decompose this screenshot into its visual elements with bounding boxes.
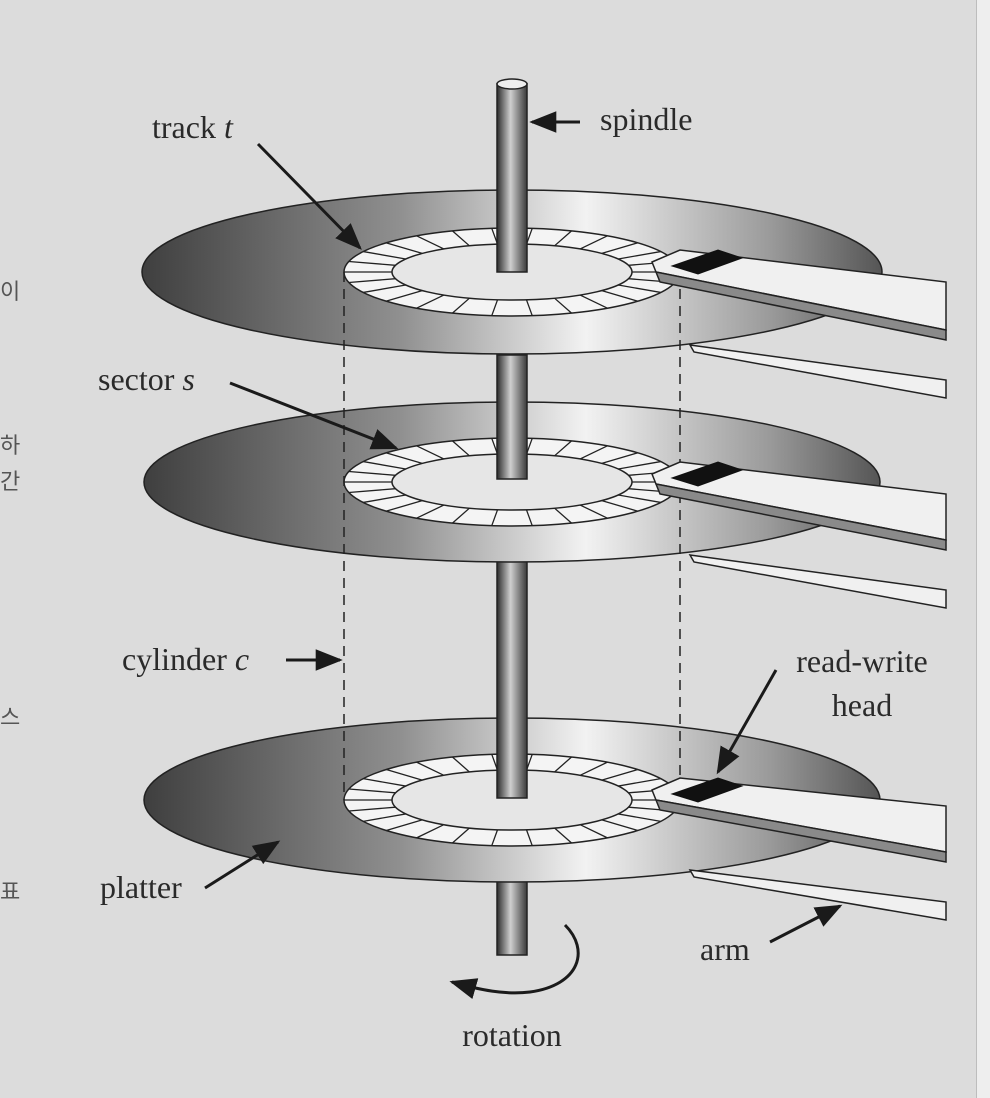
sector-divider <box>525 829 533 846</box>
sector-divider <box>386 819 423 832</box>
rotation-label: rotation <box>462 1017 562 1053</box>
scrollbar-rail[interactable] <box>976 0 990 1098</box>
cylinder-dashes <box>343 272 681 800</box>
sector-divider <box>618 777 661 787</box>
sector-divider <box>554 507 573 524</box>
sector-divider <box>579 824 608 839</box>
sector-divider <box>525 509 533 526</box>
sector-divider <box>525 299 533 316</box>
arm-label: arm <box>700 931 750 967</box>
sector-divider <box>386 289 423 302</box>
left-edge-fragment: 간 <box>0 470 21 495</box>
sector-divider <box>579 445 608 460</box>
platter-label: platter <box>100 869 182 905</box>
left-edge-fragment: 하 <box>0 434 21 459</box>
cylinder-label: cylinder c <box>122 641 249 677</box>
sector-divider <box>554 440 573 457</box>
head-label: head <box>832 687 892 723</box>
sector-divider <box>554 756 573 773</box>
sector-divider <box>554 230 573 247</box>
sector-divider <box>416 761 445 776</box>
platter-2 <box>143 401 881 563</box>
sector-divider <box>363 813 406 823</box>
sector-ring <box>344 754 680 846</box>
sector-divider <box>348 788 396 794</box>
sector-divider <box>363 460 406 470</box>
arm-assembly <box>651 249 947 921</box>
sector-divider <box>386 768 423 781</box>
sector-divider <box>601 768 638 781</box>
sector-divider <box>601 452 638 465</box>
sector-divider <box>579 294 608 309</box>
sector-divider <box>618 460 661 470</box>
sector-divider <box>451 827 470 844</box>
sector-divider <box>618 250 661 260</box>
sector-divider <box>451 440 470 457</box>
sector-divider <box>348 806 396 812</box>
left-edge-fragment: 표 <box>0 880 21 905</box>
sector-divider <box>451 230 470 247</box>
sector-divider <box>416 824 445 839</box>
sector-divider <box>618 494 661 504</box>
left-edge-fragment: 이 <box>0 280 21 305</box>
sector-divider <box>601 819 638 832</box>
sector-label: sector s <box>98 361 195 397</box>
sector-divider <box>579 235 608 250</box>
spindle <box>496 78 528 273</box>
sector-divider <box>416 504 445 519</box>
sector-divider <box>416 445 445 460</box>
sector-divider <box>363 284 406 294</box>
sector-divider <box>491 829 499 846</box>
read-write-label: read-write <box>796 643 927 679</box>
sector-divider <box>601 242 638 255</box>
sector-ring <box>344 228 680 316</box>
sector-divider <box>363 494 406 504</box>
sector-divider <box>348 488 396 494</box>
sector-divider <box>416 294 445 309</box>
sector-divider <box>491 509 499 526</box>
sector-divider <box>386 499 423 512</box>
rotation-arrow <box>449 923 580 1000</box>
sector-divider <box>386 242 423 255</box>
platter-3 <box>143 717 881 883</box>
sector-divider <box>348 470 396 476</box>
track-label: track t <box>152 109 234 145</box>
spindle-label: spindle <box>600 101 692 137</box>
sector-divider <box>491 299 499 316</box>
sector-divider <box>618 284 661 294</box>
sector-divider <box>363 250 406 260</box>
sector-divider <box>451 297 470 314</box>
spindle-mid-upper <box>496 354 528 480</box>
sector-divider <box>601 499 638 512</box>
sector-divider <box>416 235 445 250</box>
spindle-mid-lower <box>496 559 528 799</box>
sector-divider <box>386 452 423 465</box>
left-edge-fragment: 스 <box>0 706 21 731</box>
sector-divider <box>618 813 661 823</box>
sector-divider <box>451 507 470 524</box>
sector-divider <box>451 756 470 773</box>
sector-divider <box>579 761 608 776</box>
sector-ring <box>344 438 680 526</box>
sector-divider <box>348 278 396 284</box>
spindle-lower <box>496 879 528 956</box>
leader-arrows <box>204 111 843 944</box>
sector-divider <box>579 504 608 519</box>
sector-divider <box>601 289 638 302</box>
sector-divider <box>554 827 573 844</box>
sector-divider <box>348 260 396 266</box>
sector-divider <box>363 777 406 787</box>
sector-divider <box>554 297 573 314</box>
read-write-heads <box>670 249 744 803</box>
